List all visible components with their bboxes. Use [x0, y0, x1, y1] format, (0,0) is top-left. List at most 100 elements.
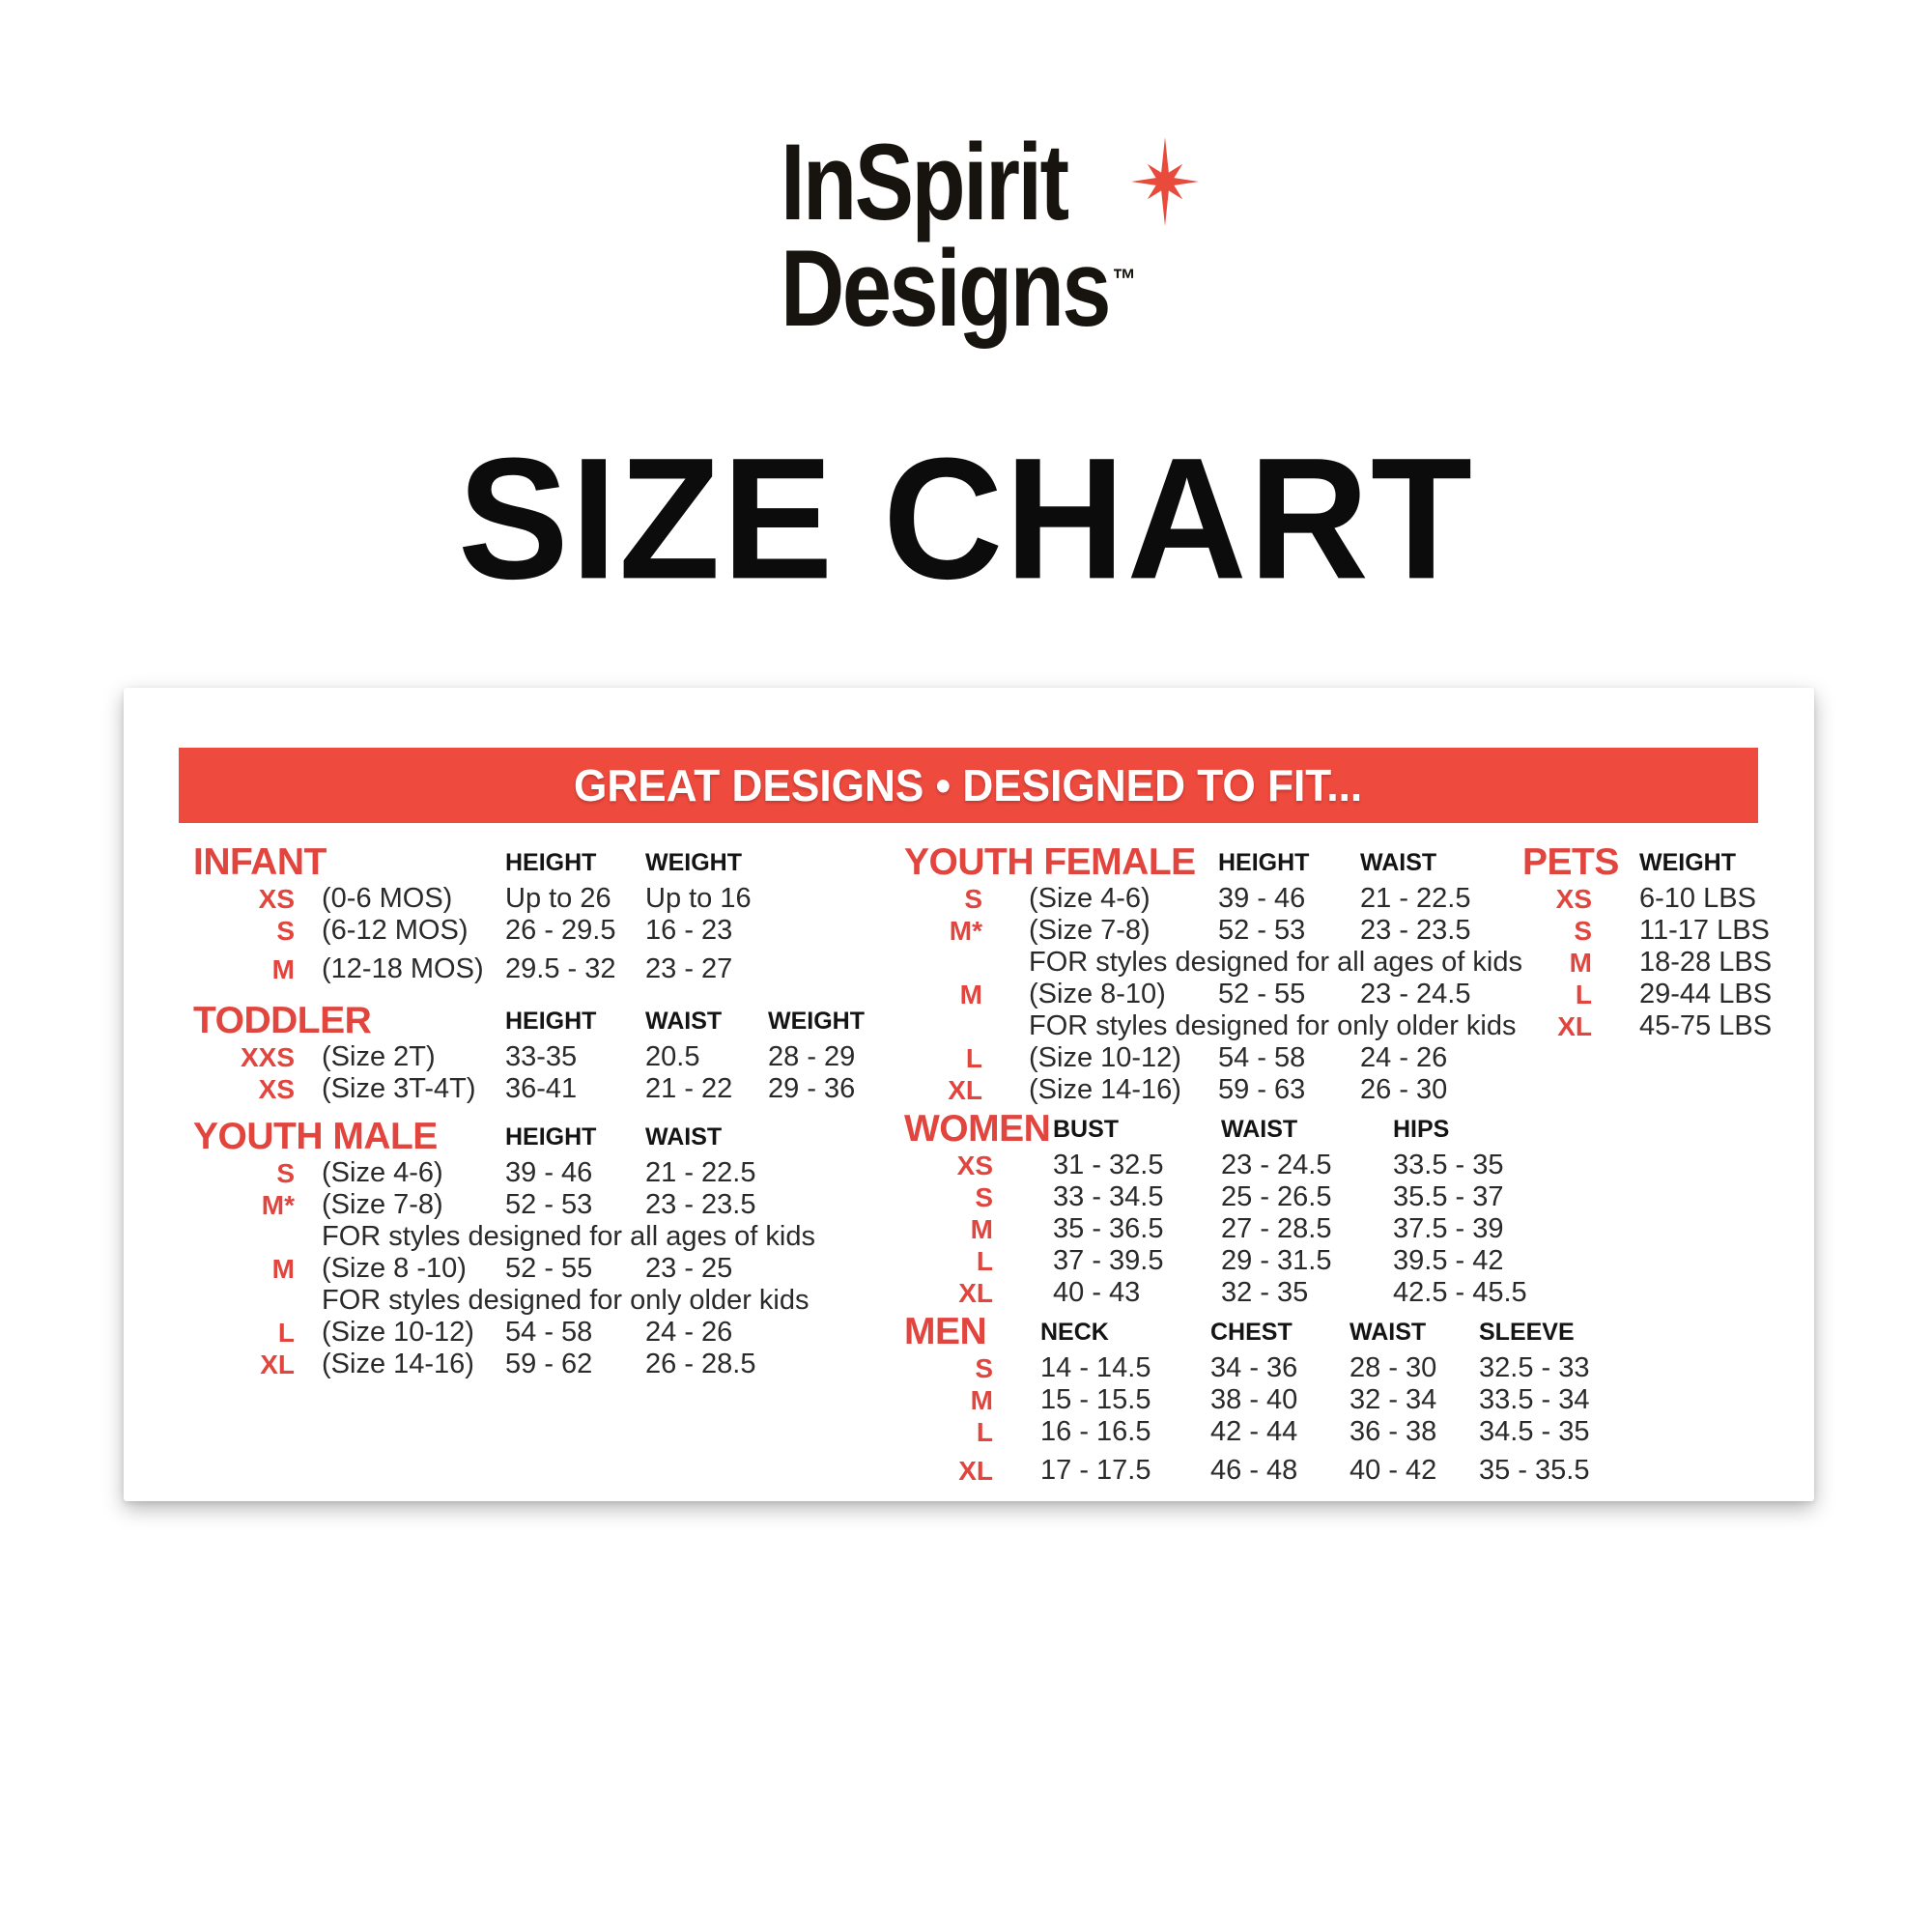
section-title: TODDLER — [193, 1000, 372, 1041]
size-descriptor: (Size 7-8) — [322, 1189, 443, 1220]
column-header: WAIST — [645, 1008, 723, 1035]
size-descriptor: (Size 14-16) — [1029, 1074, 1181, 1105]
size-label: XL — [1557, 1011, 1592, 1041]
measurement-value: 42.5 - 45.5 — [1393, 1277, 1527, 1308]
measurement-value: 32 - 34 — [1350, 1384, 1437, 1415]
logo-word-inspirit: InSpirit — [781, 122, 1069, 242]
size-label: XL — [958, 1456, 993, 1486]
measurement-value: 33 - 34.5 — [1053, 1181, 1164, 1212]
size-label: L — [1575, 980, 1592, 1009]
section-title: YOUTH MALE — [193, 1116, 438, 1157]
banner-text: GREAT DESIGNS • DESIGNED TO FIT... — [574, 760, 1363, 810]
column-header: SLEEVE — [1479, 1319, 1575, 1346]
measurement-value: 23 - 27 — [645, 953, 733, 984]
measurement-value: 52 - 55 — [505, 1253, 593, 1284]
size-descriptor: (Size 10-12) — [322, 1317, 474, 1348]
size-descriptor: (Size 4-6) — [322, 1157, 443, 1188]
note-row: FOR styles designed for all ages of kids — [322, 1221, 815, 1252]
section-title: INFANT — [193, 841, 327, 883]
note-row: FOR styles designed for all ages of kids — [1029, 947, 1522, 978]
measurement-value: 21 - 22.5 — [1360, 883, 1471, 914]
column-header: HIPS — [1393, 1116, 1450, 1143]
measurement-value: 6-10 LBS — [1639, 883, 1756, 914]
measurement-value: 33-35 — [505, 1041, 578, 1072]
measurement-value: 18-28 LBS — [1639, 947, 1773, 978]
size-label: L — [976, 1246, 993, 1276]
measurement-value: 29 - 36 — [768, 1073, 856, 1104]
table-men: MEN NECK CHEST WAIST SLEEVE S 14 - 14.5 34 - 36… — [904, 1312, 1643, 1487]
measurement-value: 31 - 32.5 — [1053, 1150, 1164, 1180]
measurement-value: 29 - 31.5 — [1221, 1245, 1332, 1276]
measurement-value: 24 - 26 — [645, 1317, 733, 1348]
measurement-value: 23 - 24.5 — [1221, 1150, 1332, 1180]
page-title: SIZE CHART — [458, 422, 1474, 615]
size-label: XS — [258, 1074, 295, 1104]
size-label: S — [975, 1353, 993, 1383]
measurement-value: 32.5 - 33 — [1479, 1352, 1590, 1383]
column-header: WEIGHT — [1639, 849, 1736, 876]
column-header: WEIGHT — [645, 849, 742, 876]
size-label: M — [970, 1214, 993, 1244]
measurement-value: 46 - 48 — [1210, 1455, 1298, 1486]
measurement-value: 17 - 17.5 — [1040, 1455, 1151, 1486]
size-label: S — [276, 916, 295, 946]
column-header: HEIGHT — [505, 1123, 597, 1151]
measurement-value: 27 - 28.5 — [1221, 1213, 1332, 1244]
table-youth-female: YOUTH FEMALE HEIGHT WAIST S (Size 4-6) 39 - 4… — [904, 842, 1522, 1106]
note-row: FOR styles designed for only older kids — [322, 1285, 810, 1316]
size-label: M — [1569, 948, 1592, 978]
measurement-value: 20.5 — [645, 1041, 700, 1072]
size-descriptor: (Size 10-12) — [1029, 1042, 1181, 1073]
size-descriptor: (Size 2T) — [322, 1041, 436, 1072]
measurement-value: 36-41 — [505, 1073, 578, 1104]
measurement-value: 29-44 LBS — [1639, 979, 1773, 1009]
size-descriptor: (12-18 MOS) — [322, 953, 484, 984]
measurement-value: 59 - 62 — [505, 1349, 593, 1379]
measurement-value: 21 - 22 — [645, 1073, 733, 1104]
column-header: WAIST — [1360, 849, 1437, 876]
measurement-value: 40 - 42 — [1350, 1455, 1437, 1486]
measurement-value: 39 - 46 — [505, 1157, 593, 1188]
measurement-value: 40 - 43 — [1053, 1277, 1141, 1308]
measurement-value: 52 - 53 — [505, 1189, 593, 1220]
measurement-value: Up to 16 — [645, 883, 752, 914]
size-label: XL — [260, 1350, 295, 1379]
measurement-value: 16 - 16.5 — [1040, 1416, 1151, 1447]
measurement-value: 32 - 35 — [1221, 1277, 1309, 1308]
column-header: CHEST — [1210, 1319, 1293, 1346]
size-label: XL — [958, 1278, 993, 1308]
measurement-value: 36 - 38 — [1350, 1416, 1437, 1447]
measurement-value: 23 - 25 — [645, 1253, 733, 1284]
measurement-value: 23 - 23.5 — [1360, 915, 1471, 946]
measurement-value: 23 - 24.5 — [1360, 979, 1471, 1009]
size-descriptor: (Size 8-10) — [1029, 979, 1166, 1009]
size-label: S — [964, 884, 982, 914]
size-descriptor: (Size 4-6) — [1029, 883, 1151, 914]
measurement-value: 25 - 26.5 — [1221, 1181, 1332, 1212]
table-pets: PETS WEIGHT XS 6-10 LBS S 11-17 LBS M 18-28 LBS… — [1522, 842, 1833, 1042]
table-youth-male: YOUTH MALE HEIGHT WAIST S (Size 4-6) 39 - 46 2… — [193, 1116, 815, 1380]
column-header: HEIGHT — [505, 1008, 597, 1035]
measurement-value: 26 - 28.5 — [645, 1349, 756, 1379]
measurement-value: 28 - 30 — [1350, 1352, 1437, 1383]
measurement-value: 54 - 58 — [1218, 1042, 1306, 1073]
size-label: M* — [949, 916, 982, 946]
section-title: PETS — [1522, 841, 1619, 883]
size-label: L — [965, 1043, 982, 1073]
table-infant: INFANT HEIGHT WEIGHT XS (0-6 MOS) Up to 26 Up … — [193, 842, 790, 985]
measurement-value: 33.5 - 34 — [1479, 1384, 1590, 1415]
column-header: BUST — [1053, 1116, 1120, 1143]
size-descriptor: (Size 14-16) — [322, 1349, 474, 1379]
column-header: HEIGHT — [1218, 849, 1310, 876]
measurement-value: 34 - 36 — [1210, 1352, 1298, 1383]
size-descriptor: (Size 8 -10) — [322, 1253, 467, 1284]
measurement-value: 37 - 39.5 — [1053, 1245, 1164, 1276]
measurement-value: 11-17 LBS — [1639, 915, 1770, 946]
column-header: NECK — [1040, 1319, 1109, 1346]
measurement-value: 16 - 23 — [645, 915, 733, 946]
measurement-value: 29.5 - 32 — [505, 953, 616, 984]
measurement-value: 54 - 58 — [505, 1317, 593, 1348]
measurement-value: 24 - 26 — [1360, 1042, 1448, 1073]
measurement-value: 39.5 - 42 — [1393, 1245, 1504, 1276]
